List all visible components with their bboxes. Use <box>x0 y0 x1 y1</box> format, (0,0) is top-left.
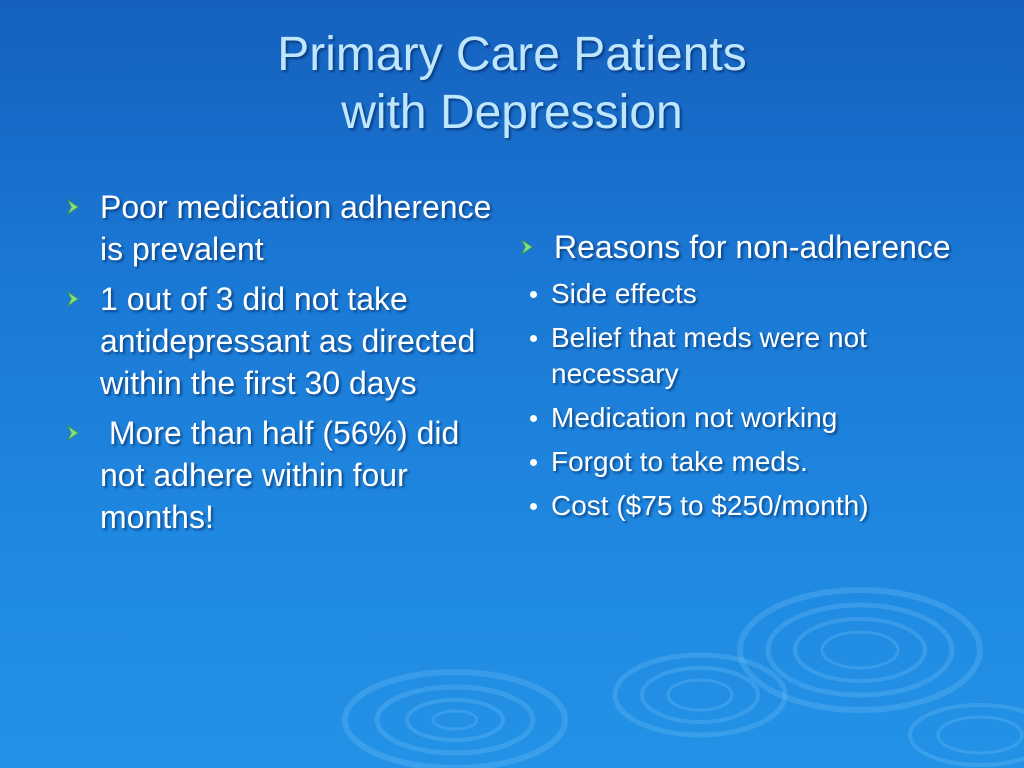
dot-bullet-icon <box>530 459 537 466</box>
sub-bullet-side-effects: Side effects <box>516 276 996 312</box>
left-bullet-text: 1 out of 3 did not take antidepressant a… <box>100 281 476 401</box>
sub-bullet-text: Side effects <box>551 278 697 309</box>
arrow-bullet-icon <box>66 290 80 308</box>
sub-bullet-text: Cost ($75 to $250/month) <box>551 490 869 521</box>
left-bullet-one-in-three: 1 out of 3 did not take antidepressant a… <box>62 278 494 404</box>
reasons-sub-list: Side effects Belief that meds were not n… <box>516 276 996 524</box>
dot-bullet-icon <box>530 335 537 342</box>
sub-bullet-text: Forgot to take meds. <box>551 446 808 477</box>
left-bullet-text: Poor medication adherence is prevalent <box>100 189 492 267</box>
sub-bullet-cost: Cost ($75 to $250/month) <box>516 488 996 524</box>
sub-bullet-text: Belief that meds were not necessary <box>551 322 867 389</box>
left-column: Poor medication adherence is prevalent 1… <box>62 186 494 546</box>
right-column: Reasons for non-adherence Side effects B… <box>516 226 996 532</box>
slide-title-line-2: with Depression <box>341 86 683 139</box>
right-bullet-text: Reasons for non-adherence <box>554 229 951 265</box>
left-bullet-adherence: Poor medication adherence is prevalent <box>62 186 494 270</box>
sub-bullet-text: Medication not working <box>551 402 838 433</box>
dot-bullet-icon <box>530 291 537 298</box>
left-bullet-text: More than half (56%) did not adhere with… <box>100 415 469 535</box>
slide-title-line-1: Primary Care Patients <box>277 28 747 81</box>
arrow-bullet-icon <box>66 424 80 442</box>
sub-bullet-forgot: Forgot to take meds. <box>516 444 996 480</box>
arrow-bullet-icon <box>520 238 534 256</box>
sub-bullet-not-working: Medication not working <box>516 400 996 436</box>
right-bullet-reasons: Reasons for non-adherence <box>516 226 996 268</box>
left-bullet-more-than-half: More than half (56%) did not adhere with… <box>62 412 494 538</box>
dot-bullet-icon <box>530 503 537 510</box>
sub-bullet-belief: Belief that meds were not necessary <box>516 320 996 392</box>
dot-bullet-icon <box>530 415 537 422</box>
slide-title: Primary Care Patients with Depression <box>0 26 1024 142</box>
arrow-bullet-icon <box>66 198 80 216</box>
